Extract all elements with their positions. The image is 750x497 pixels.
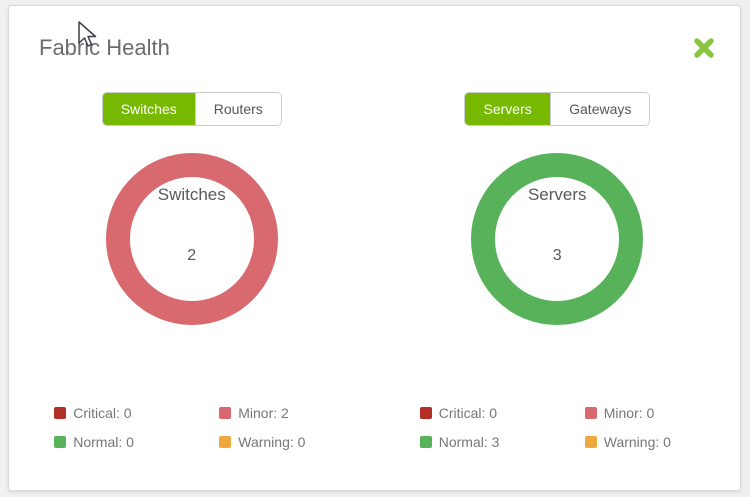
close-icon: [694, 38, 714, 58]
minor-swatch-icon: [584, 407, 597, 419]
legend-label: Normal: 0: [73, 434, 134, 450]
toggle-routers-button[interactable]: Routers: [194, 93, 281, 125]
servers-column: Servers Gateways Servers 3 Critical: 0 M…: [375, 93, 741, 450]
legend-item-normal[interactable]: Normal: 0: [54, 434, 219, 450]
fabric-health-dialog: Fabric Health Switches Routers Switches …: [8, 5, 741, 491]
dialog-header: Fabric Health: [9, 6, 740, 60]
legend-label: Normal: 3: [438, 434, 500, 450]
toggle-gateways-button[interactable]: Gateways: [550, 93, 650, 125]
legend-label: Minor: 2: [238, 405, 289, 421]
servers-donut-segment-normal: [471, 153, 644, 325]
legend-item-normal[interactable]: Normal: 3: [419, 434, 585, 450]
switches-donut-chart: Switches 2: [104, 151, 280, 327]
switches-donut-value: 2: [187, 247, 197, 264]
chart-columns: Switches Routers Switches 2 Critical: 0 …: [9, 93, 740, 450]
switches-column: Switches Routers Switches 2 Critical: 0 …: [9, 93, 375, 450]
servers-donut-chart: Servers 3: [469, 151, 645, 327]
page-title: Fabric Health: [39, 35, 170, 60]
legend-item-minor[interactable]: Minor: 2: [219, 405, 329, 421]
legend-label: Critical: 0: [73, 405, 132, 421]
normal-swatch-icon: [54, 436, 67, 448]
legend-label: Minor: 0: [603, 405, 655, 421]
legend-item-warning[interactable]: Warning: 0: [219, 434, 329, 450]
legend-item-critical[interactable]: Critical: 0: [54, 405, 219, 421]
servers-donut-value: 3: [552, 247, 562, 264]
legend-item-minor[interactable]: Minor: 0: [584, 405, 695, 421]
switches-donut-ring[interactable]: [104, 151, 280, 327]
normal-swatch-icon: [419, 436, 432, 448]
critical-swatch-icon: [419, 407, 432, 419]
legend-label: Warning: 0: [238, 434, 306, 450]
switches-legend: Critical: 0 Minor: 2 Normal: 0 Warning: …: [54, 405, 329, 450]
servers-gateways-toggle: Servers Gateways: [465, 93, 650, 125]
servers-donut-label: Servers: [527, 185, 587, 204]
servers-donut-ring[interactable]: [469, 151, 645, 327]
switches-donut-segment-minor: [105, 153, 278, 325]
close-button[interactable]: [692, 37, 716, 61]
servers-legend: Critical: 0 Minor: 0 Normal: 3 Warning: …: [419, 405, 695, 450]
switches-routers-toggle: Switches Routers: [102, 93, 281, 125]
switches-donut-label: Switches: [157, 185, 226, 204]
legend-item-critical[interactable]: Critical: 0: [419, 405, 585, 421]
toggle-servers-button[interactable]: Servers: [465, 93, 551, 125]
legend-label: Warning: 0: [603, 434, 671, 450]
legend-item-warning[interactable]: Warning: 0: [584, 434, 695, 450]
critical-swatch-icon: [54, 407, 67, 419]
warning-swatch-icon: [584, 436, 597, 448]
legend-label: Critical: 0: [438, 405, 498, 421]
minor-swatch-icon: [219, 407, 232, 419]
toggle-switches-button[interactable]: Switches: [102, 93, 195, 125]
warning-swatch-icon: [219, 436, 232, 448]
